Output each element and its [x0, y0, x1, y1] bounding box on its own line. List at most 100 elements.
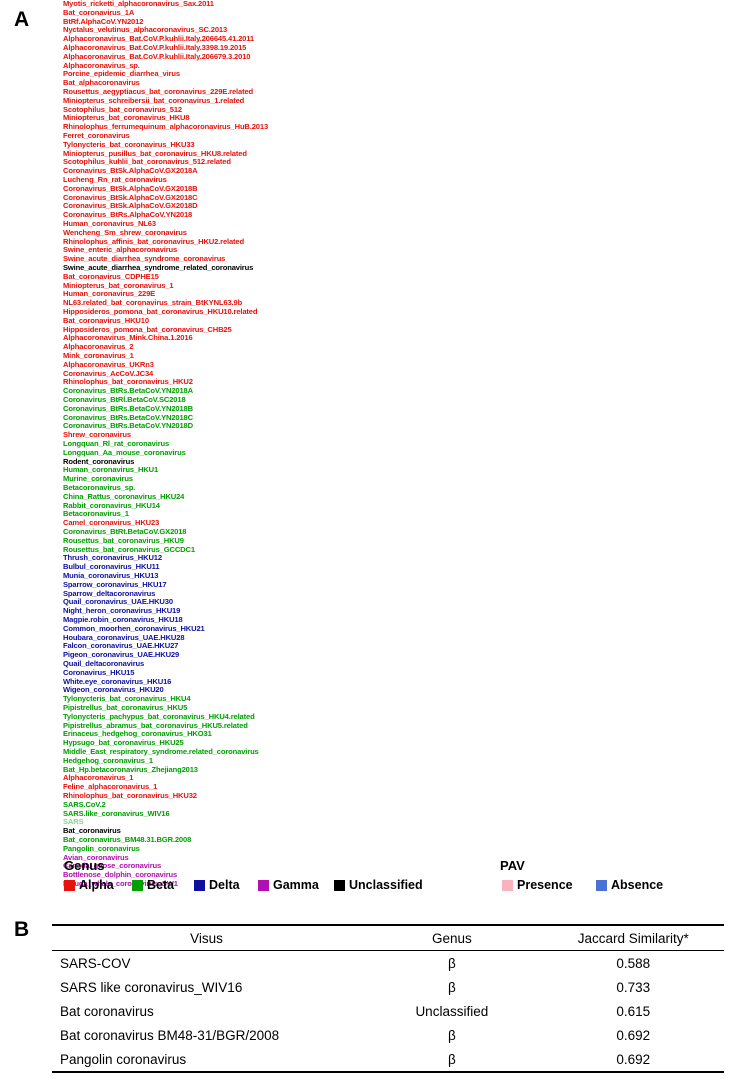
tip-label: Beluga_whale_coronavirus_SW1 [63, 879, 178, 888]
tip-label: Alphacoronavirus_Bat.CoV.P.kuhlii.Italy.… [63, 34, 254, 44]
table-body: SARS-COV β 0.588 SARS like coronavirus_WIV1… [52, 951, 724, 1072]
legend-item-beta: Beta [132, 878, 174, 892]
tip-label-column: Myotis_ricketti_alphacoronavirus_Sax.201… [63, 0, 325, 888]
tip-label: Swine_acute_diarrhea_syndrome_related_co… [63, 263, 254, 272]
tip-label: China_Rattus_coronavirus_HKU24 [63, 491, 185, 501]
panel-a-phylogeny-heatmap: A Myotis_ricketti_alphacoronavirus_Sax.2… [10, 0, 744, 892]
col-header-jaccard: Jaccard Similarity* [577, 930, 689, 946]
tip-label: Bat_coronavirus_CDPHE15 [63, 271, 159, 281]
tip-label: Rousettus_bat_coronavirus_HKU9 [63, 535, 184, 545]
tip-label: Bat_Hp.betacoronavirus_Zhejiang2013 [63, 764, 198, 774]
tip-label: Hipposideros_pomona_bat_coronavirus_HKU1… [63, 307, 258, 316]
tip-label: Rousettus_aegyptiacus_bat_coronavirus_22… [63, 87, 254, 96]
pav-heatmap [326, 4, 744, 850]
tip-label: Tylonycteris_bat_coronavirus_HKU33 [63, 139, 195, 149]
cell-genus: Unclassified [415, 1003, 489, 1019]
tip-label: Tylonycteris_bat_coronavirus_HKU4 [63, 694, 191, 704]
tip-label: NL63.related_bat_coronavirus_strain_BtKY… [63, 298, 243, 308]
tip-label: Bottlenose_dolphin_coronavirus [63, 870, 178, 880]
legend-label: Beta [147, 878, 175, 892]
panel-b-jaccard-table: B Visus Genus Jaccard Similarity* SARS-C… [0, 912, 747, 1078]
table-head: Visus Genus Jaccard Similarity* [52, 925, 724, 951]
tip-label: Human_coronavirus_229E [63, 289, 156, 299]
tip-label: Rhinolophus_bat_coronavirus_HKU2 [63, 377, 193, 387]
tip-label: Coronavirus_BtRs.AlphaCoV.YN2018 [63, 210, 193, 220]
tip-label: Bat_coronavirus_HKU10 [63, 315, 149, 325]
tip-label: Munia_coronavirus_HKU13 [63, 571, 159, 580]
tip-label: Tylonycteris_pachypus_bat_coronavirus_HK… [63, 711, 255, 721]
tip-label: Sparrow_deltacoronavirus [63, 588, 156, 598]
cell-genus: β [447, 979, 456, 995]
col-header-virus: Visus [190, 930, 223, 946]
tip-label: Alphacoronavirus_Mink.China.1.2016 [63, 333, 193, 343]
tip-label: Rhinolophus_affinis_bat_coronavirus_HKU2… [63, 236, 244, 246]
tip-label: Bat_coronavirus [63, 826, 121, 836]
tip-label: Coronavirus_BtSk.AlphaCoV.GX2018D [63, 201, 198, 211]
tip-label: Thrush_coronavirus_HKU12 [63, 553, 162, 563]
table-row: SARS-COV β 0.588 [52, 951, 724, 976]
tip-label: Coronavirus_BtSk.AlphaCoV.GX2018C [63, 192, 198, 202]
legend-swatch-icon [64, 879, 75, 891]
tip-label: Longquan_Aa_mouse_coronavirus [63, 447, 186, 457]
legend-label: Presence [517, 878, 573, 892]
legend-swatch-icon [502, 879, 513, 891]
tip-label: Mink_coronavirus_1 [63, 351, 134, 360]
tip-label: Quail_deltacoronavirus [63, 659, 145, 668]
cell-jaccard: 0.692 [616, 1051, 651, 1067]
tip-label: Miniopterus_bat_coronavirus_1 [63, 280, 174, 290]
tip-label: Swine_enteric_alphacoronavirus [63, 245, 178, 255]
tip-label: Pipistrellus_bat_coronavirus_HKU5 [63, 703, 188, 712]
table-header-row: Visus Genus Jaccard Similarity* [52, 925, 724, 951]
cell-virus: Bat coronavirus [60, 1003, 154, 1019]
legend-label: Alpha [79, 878, 114, 892]
legend-label: Absence [611, 878, 664, 892]
tip-label: Falcon_coronavirus_UAE.HKU27 [63, 641, 179, 651]
table-row: Bat coronavirus Unclassified 0.615 [52, 999, 724, 1023]
tip-label: Alphacoronavirus_sp. [63, 60, 140, 70]
tip-label: Feline_alphacoronavirus_1 [63, 782, 158, 792]
tip-label: Middle_East_respiratory_syndrome.related… [63, 747, 259, 756]
tip-label: Hedgehog_coronavirus_1 [63, 755, 153, 765]
tip-label: Coronavirus_AcCoV.JC34 [63, 368, 154, 378]
jaccard-similarity-table: Visus Genus Jaccard Similarity* SARS-COV… [52, 924, 724, 1073]
tip-label: Erinaceus_hedgehog_coronavirus_HKO31 [63, 729, 212, 739]
tip-label: Quail_coronavirus_UAE.HKU30 [63, 597, 173, 607]
tip-label: Longquan_Rl_rat_coronavirus [63, 439, 170, 448]
tip-label: Canada_goose_coronavirus [63, 861, 162, 871]
tip-label: Betacoronavirus_1 [63, 509, 129, 519]
cell-genus: β [447, 1027, 456, 1043]
tip-label: Bat_coronavirus_BM48.31.BGR.2008 [63, 835, 192, 844]
tip-label: Lucheng_Rn_rat_coronavirus [63, 175, 167, 184]
tip-label: Betacoronavirus_sp. [63, 483, 136, 492]
tip-label: Coronavirus_BtSk.AlphaCoV.GX2018B [63, 183, 198, 193]
legend-pav-title: PAV [500, 858, 525, 873]
legend-swatch-icon [258, 879, 269, 891]
tip-label: Rousettus_bat_coronavirus_GCCDC1 [63, 544, 195, 554]
pav-heatmap-canvas [326, 4, 744, 850]
tip-label: Scotophilus_kuhlii_bat_coronavirus_512.r… [63, 157, 231, 167]
tip-label: Miniopterus_schreibersii_bat_coronavirus… [63, 95, 245, 105]
phylogenetic-dendrogram [10, 0, 62, 850]
tip-label: Miniopterus_bat_coronavirus_HKU8 [63, 113, 190, 123]
tip-label: Rhinolophus_bat_coronavirus_HKU32 [63, 791, 197, 800]
tip-label: Camel_coronavirus_HKU23 [63, 518, 160, 528]
tip-label: Bat_alphacoronavirus [63, 78, 140, 88]
legend-swatch-icon [334, 879, 345, 891]
legend-swatch-icon [132, 879, 143, 891]
table-row: Bat coronavirus BM48-31/BGR/2008 β 0.692 [52, 1023, 724, 1047]
tip-label: Pipistrellus_abramus_bat_coronavirus_HKU… [63, 720, 248, 730]
table-row: SARS like coronavirus_WIV16 β 0.733 [52, 975, 724, 999]
tip-label: Alphacoronavirus_UKRn3 [63, 359, 154, 369]
legend-swatch-icon [596, 879, 607, 891]
panel-a-letter: A [14, 8, 30, 31]
tip-label: Avian_coronavirus [63, 852, 129, 862]
legend-item-unclassified: Unclassified [334, 878, 423, 892]
legend-genus-title: Genus [64, 858, 105, 873]
legend-item-alpha: Alpha [64, 878, 114, 892]
tip-label: Alphacoronavirus_1 [63, 773, 134, 783]
tip-label: Human_coronavirus_NL63 [63, 219, 156, 228]
tip-label: Bat_coronavirus_1A [63, 7, 135, 17]
tip-label: Coronavirus_BtRs.BetaCoV.YN2018C [63, 412, 193, 422]
tip-label: Hipposideros_pomona_bat_coronavirus_CHB2… [63, 324, 232, 334]
tip-label: SARS.CoV.2 [63, 799, 106, 809]
